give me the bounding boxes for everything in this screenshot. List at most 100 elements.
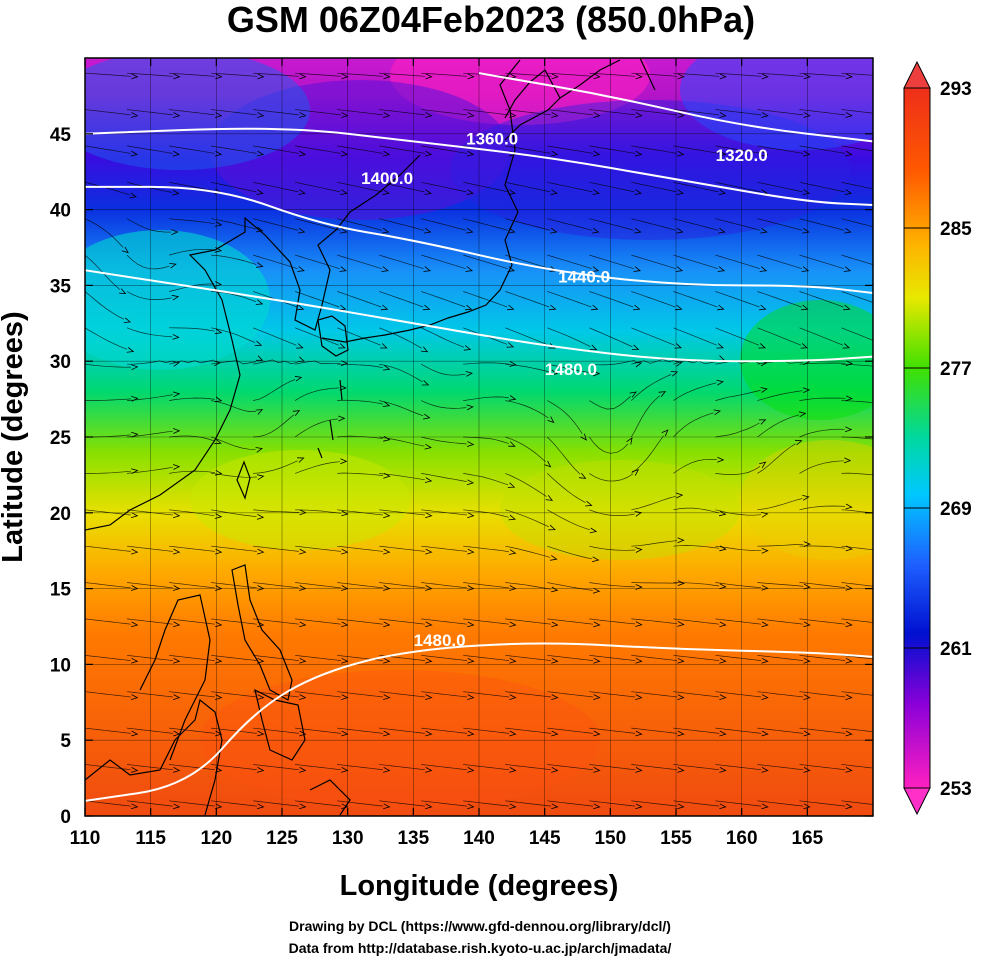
streamline bbox=[505, 509, 549, 528]
streamline-arrow bbox=[843, 304, 851, 311]
streamline-arrow bbox=[425, 803, 433, 810]
x-tick-label: 160 bbox=[726, 828, 758, 849]
streamline-arrow bbox=[635, 73, 643, 80]
streamline-arrow bbox=[551, 730, 559, 737]
coast-vietnam bbox=[139, 594, 211, 761]
streamline-arrow bbox=[169, 263, 177, 269]
streamline-arrow bbox=[172, 112, 181, 118]
streamline bbox=[715, 291, 760, 308]
streamline-arrow bbox=[759, 266, 768, 272]
y-tick-label: 40 bbox=[50, 201, 71, 222]
streamline-arrow bbox=[843, 266, 852, 272]
streamline bbox=[253, 109, 299, 116]
streamline bbox=[379, 363, 423, 383]
streamline bbox=[379, 291, 424, 308]
streamline bbox=[589, 291, 634, 308]
streamline bbox=[295, 509, 342, 514]
colorbar-tick-label: 253 bbox=[940, 779, 972, 800]
streamline bbox=[463, 291, 508, 308]
streamline bbox=[673, 764, 720, 771]
streamline-arrow bbox=[888, 438, 894, 443]
streamline bbox=[295, 109, 341, 116]
streamline-arrow bbox=[717, 266, 726, 272]
streamline-arrow bbox=[341, 621, 349, 628]
streamline bbox=[463, 727, 510, 734]
streamline-arrow bbox=[214, 438, 222, 445]
streamline-arrow bbox=[383, 657, 391, 664]
streamline-arrow bbox=[341, 803, 349, 810]
streamline-arrow bbox=[677, 537, 685, 544]
streamline-arrow bbox=[467, 694, 475, 700]
streamline bbox=[589, 218, 635, 231]
streamline-arrow bbox=[466, 479, 475, 486]
streamline-arrow bbox=[465, 371, 474, 377]
streamline bbox=[589, 327, 633, 348]
streamline-arrow bbox=[129, 192, 137, 199]
streamline-arrow bbox=[888, 695, 894, 700]
streamline bbox=[421, 72, 468, 77]
streamline bbox=[799, 72, 846, 77]
streamline bbox=[547, 582, 593, 591]
streamline-arrow bbox=[382, 150, 391, 157]
streamline bbox=[211, 218, 257, 230]
streamline-arrow bbox=[661, 429, 669, 437]
streamline bbox=[505, 363, 551, 373]
streamline bbox=[799, 254, 845, 270]
streamline bbox=[673, 582, 720, 587]
streamline-arrow bbox=[383, 694, 391, 700]
streamline bbox=[295, 360, 341, 365]
streamline bbox=[757, 254, 803, 270]
streamline bbox=[463, 582, 510, 589]
streamline bbox=[673, 507, 719, 514]
streamline bbox=[253, 800, 299, 807]
streamline bbox=[421, 400, 467, 409]
streamline-arrow bbox=[298, 150, 307, 157]
streamline bbox=[463, 181, 509, 193]
streamline-arrow bbox=[255, 409, 264, 415]
streamline-arrow bbox=[677, 580, 685, 586]
streamline bbox=[589, 359, 636, 366]
streamline bbox=[421, 291, 466, 308]
streamline bbox=[126, 430, 173, 438]
streamline bbox=[631, 181, 677, 193]
streamline-arrow bbox=[297, 227, 306, 234]
y-tick-label: 5 bbox=[60, 731, 71, 752]
streamline-arrow bbox=[509, 621, 517, 628]
streamline bbox=[337, 435, 384, 440]
streamline bbox=[126, 618, 173, 625]
streamline bbox=[211, 145, 257, 154]
streamline-arrow bbox=[467, 730, 475, 737]
streamline bbox=[211, 254, 257, 265]
streamline bbox=[294, 387, 340, 401]
streamline bbox=[253, 218, 299, 231]
streamline-arrow bbox=[257, 474, 265, 481]
streamline bbox=[169, 248, 215, 256]
streamline-arrow bbox=[592, 587, 601, 594]
streamline bbox=[295, 254, 340, 270]
streamline-arrow bbox=[214, 221, 223, 227]
streamline-arrow bbox=[383, 730, 391, 737]
streamline-arrow bbox=[420, 346, 429, 353]
streamline bbox=[126, 727, 173, 734]
streamline-arrow bbox=[509, 694, 517, 700]
streamline bbox=[841, 582, 873, 587]
streamline bbox=[673, 458, 717, 474]
streamline-arrow bbox=[578, 473, 587, 479]
streamline bbox=[589, 509, 635, 516]
streamline bbox=[673, 327, 717, 346]
streamline-arrow bbox=[299, 694, 307, 700]
colorbar-tick-label: 261 bbox=[940, 639, 972, 660]
streamline-arrow bbox=[297, 457, 305, 463]
contour-line bbox=[85, 269, 873, 363]
x-axis-label: Longitude (degrees) bbox=[340, 870, 619, 902]
streamline bbox=[589, 254, 634, 270]
streamline-arrow bbox=[421, 380, 430, 386]
streamline bbox=[126, 109, 173, 116]
streamline-arrow bbox=[718, 227, 726, 234]
streamline bbox=[337, 727, 383, 734]
streamline bbox=[799, 291, 844, 308]
streamline-arrow bbox=[422, 304, 431, 311]
streamline-arrow bbox=[845, 767, 853, 773]
streamline bbox=[673, 545, 720, 549]
